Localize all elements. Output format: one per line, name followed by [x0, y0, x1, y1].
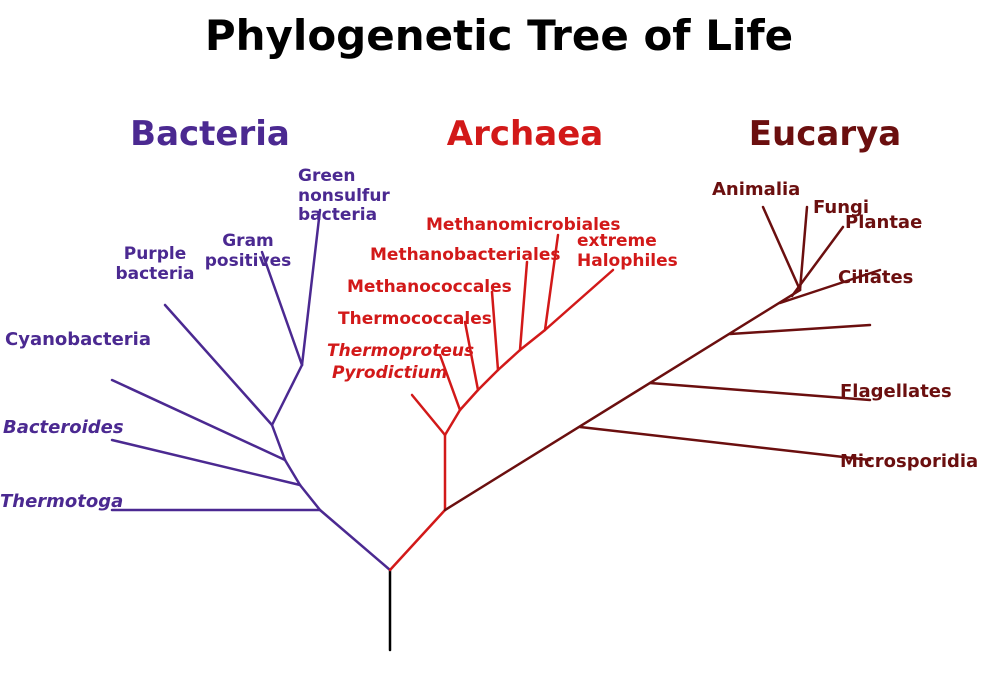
domain-header-eucarya: Eucarya	[749, 115, 901, 154]
tree-edge	[492, 292, 498, 370]
tree-edge	[580, 427, 870, 460]
domain-header-bacteria: Bacteria	[130, 115, 290, 154]
tree-edge	[460, 390, 478, 410]
leaf-label: Gram positives	[205, 232, 291, 271]
tree-edge	[498, 350, 520, 370]
leaf-label: Methanobacteriales	[370, 246, 560, 266]
tree-edge	[112, 440, 300, 485]
leaf-label: Cyanobacteria	[5, 330, 151, 351]
leaf-label: Thermococcales	[338, 310, 492, 330]
tree-edge	[390, 510, 445, 570]
tree-edge	[320, 510, 390, 570]
domain-header-archaea: Archaea	[447, 115, 603, 154]
leaf-label: Purple bacteria	[115, 245, 194, 284]
tree-edge	[300, 485, 320, 510]
tree-edge	[445, 410, 460, 435]
phylo-tree-canvas: Phylogenetic Tree of Life Bacteria Archae…	[0, 0, 998, 675]
tree-edge	[730, 325, 870, 334]
tree-edge	[763, 207, 800, 290]
tree-edge	[650, 383, 870, 400]
leaf-label: Plantae	[845, 213, 922, 234]
tree-edge	[112, 380, 285, 460]
leaf-label: Animalia	[712, 180, 800, 201]
leaf-label: extreme Halophiles	[577, 232, 678, 271]
leaf-label: Bacteroides	[3, 418, 124, 439]
tree-edge	[545, 270, 613, 330]
tree-edge	[302, 210, 320, 365]
tree-edge	[272, 365, 302, 425]
tree-edge	[165, 305, 272, 425]
leaf-label: Microsporidia	[840, 452, 978, 473]
leaf-label: Green nonsulfur bacteria	[298, 167, 390, 226]
leaf-label: Methanococcales	[347, 278, 512, 298]
leaf-label: Pyrodictium	[332, 364, 447, 384]
tree-edge	[412, 395, 445, 435]
leaf-label: Flagellates	[840, 382, 952, 403]
leaf-label: Ciliates	[838, 268, 913, 289]
leaf-label: Thermoproteus	[327, 342, 474, 362]
tree-edge	[520, 262, 527, 350]
diagram-title: Phylogenetic Tree of Life	[205, 12, 793, 60]
leaf-label: Thermotoga	[0, 492, 123, 513]
tree-edge	[478, 370, 498, 390]
tree-edge	[520, 330, 545, 350]
tree-edge	[445, 290, 800, 510]
